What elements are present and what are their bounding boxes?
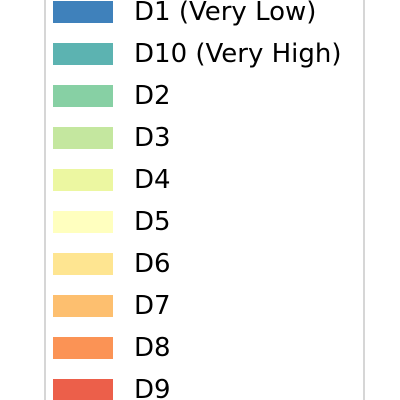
- legend-box: [44, 0, 365, 400]
- legend-label: D10 (Very High): [134, 39, 342, 69]
- legend-swatch: [53, 379, 113, 400]
- legend-label: D2: [134, 81, 171, 111]
- legend-entry: D6: [53, 249, 171, 279]
- legend-label: D4: [134, 165, 171, 195]
- legend-entry: D9: [53, 375, 171, 400]
- legend-label: D9: [134, 375, 171, 400]
- legend-entry: D5: [53, 207, 171, 237]
- legend-swatch: [53, 337, 113, 359]
- legend-swatch: [53, 211, 113, 233]
- legend-swatch: [53, 1, 113, 23]
- legend-entry: D1 (Very Low): [53, 0, 317, 27]
- legend-label: D5: [134, 207, 171, 237]
- legend-swatch: [53, 43, 113, 65]
- legend-entry: D4: [53, 165, 171, 195]
- legend-entry: D7: [53, 291, 171, 321]
- legend-swatch: [53, 295, 113, 317]
- legend-swatch: [53, 169, 113, 191]
- legend-entry: D8: [53, 333, 171, 363]
- legend-entry: D2: [53, 81, 171, 111]
- legend-swatch: [53, 253, 113, 275]
- legend-entry: D3: [53, 123, 171, 153]
- legend-label: D3: [134, 123, 171, 153]
- legend-label: D6: [134, 249, 171, 279]
- legend-swatch: [53, 85, 113, 107]
- legend-label: D8: [134, 333, 171, 363]
- legend-swatch: [53, 127, 113, 149]
- legend-label: D7: [134, 291, 171, 321]
- legend-label: D1 (Very Low): [134, 0, 317, 27]
- legend-entry: D10 (Very High): [53, 39, 342, 69]
